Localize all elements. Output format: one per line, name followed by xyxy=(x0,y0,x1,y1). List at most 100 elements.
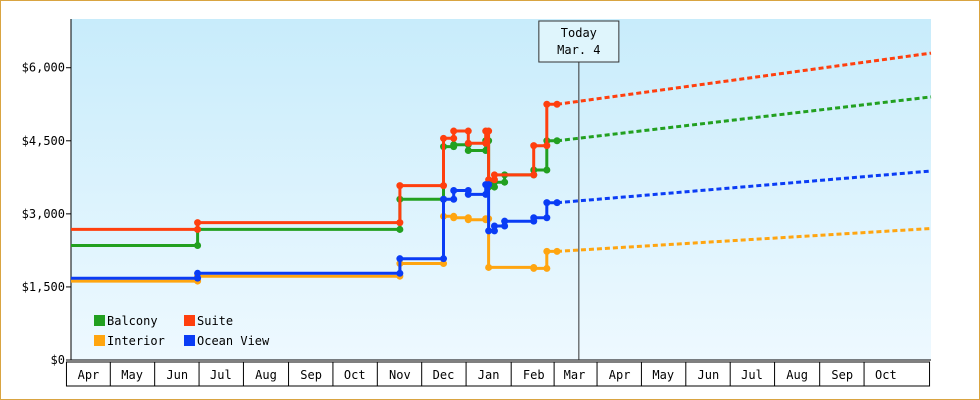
data-point xyxy=(543,142,551,150)
forecast-line xyxy=(556,227,932,253)
data-point xyxy=(194,274,202,282)
data-point xyxy=(485,227,493,235)
x-tick-label: Feb xyxy=(523,368,545,382)
x-tick-label: Aug xyxy=(255,368,277,382)
data-point xyxy=(450,134,458,142)
legend-swatch xyxy=(184,315,195,326)
x-tick-label: Jun xyxy=(698,368,720,382)
data-point xyxy=(450,141,458,149)
x-tick-label: Jan xyxy=(478,368,500,382)
data-point xyxy=(553,199,561,207)
y-tick-label: $3,000 xyxy=(22,207,65,221)
y-tick-label: $4,500 xyxy=(22,134,65,148)
legend-label: Suite xyxy=(197,314,233,328)
legend-label: Balcony xyxy=(107,314,158,328)
data-point xyxy=(450,127,458,135)
data-point xyxy=(450,186,458,194)
data-point xyxy=(543,264,551,272)
data-point xyxy=(485,263,493,271)
data-point xyxy=(194,242,202,250)
x-tick-label: Jul xyxy=(210,368,232,382)
data-point xyxy=(543,100,551,108)
x-tick-label: Aug xyxy=(786,368,808,382)
legend-label: Ocean View xyxy=(197,334,270,348)
data-point xyxy=(543,166,551,174)
data-point xyxy=(485,127,493,135)
x-tick-label: Sep xyxy=(300,368,322,382)
data-point xyxy=(501,178,509,186)
data-point xyxy=(464,127,472,135)
data-point xyxy=(501,217,509,225)
x-tick-label: Mar xyxy=(564,368,586,382)
data-point xyxy=(482,190,490,198)
data-point xyxy=(464,190,472,198)
data-point xyxy=(194,219,202,227)
series-line xyxy=(71,102,557,231)
x-tick-label: Apr xyxy=(609,368,631,382)
x-tick-label: Jun xyxy=(166,368,188,382)
data-point xyxy=(553,247,561,255)
legend-label: Interior xyxy=(107,334,165,348)
series-ocean-view xyxy=(71,169,932,282)
data-point xyxy=(501,222,509,230)
data-point xyxy=(530,214,538,222)
data-point xyxy=(450,195,458,203)
y-tick-label: $1,500 xyxy=(22,280,65,294)
data-point xyxy=(464,147,472,155)
legend-swatch xyxy=(184,335,195,346)
data-point xyxy=(396,219,404,227)
legend-swatch xyxy=(94,315,105,326)
data-point xyxy=(543,247,551,255)
data-point xyxy=(396,255,404,263)
data-point xyxy=(490,176,498,184)
x-tick-label: Nov xyxy=(389,368,411,382)
data-point xyxy=(396,182,404,190)
data-point xyxy=(396,225,404,233)
today-box xyxy=(538,20,620,63)
data-point xyxy=(440,260,448,268)
legend-swatch xyxy=(94,335,105,346)
data-point xyxy=(450,214,458,222)
data-point xyxy=(543,199,551,207)
data-point xyxy=(553,100,561,108)
data-point xyxy=(485,181,493,189)
x-tick-label: Oct xyxy=(875,368,897,382)
plot-background xyxy=(71,19,931,360)
data-point xyxy=(553,137,561,145)
data-point xyxy=(464,139,472,147)
forecast-line xyxy=(556,51,932,106)
data-point xyxy=(530,171,538,179)
data-point xyxy=(530,142,538,150)
data-point xyxy=(490,222,498,230)
data-point xyxy=(440,182,448,190)
month-band xyxy=(65,361,931,387)
forecast-line xyxy=(556,95,932,143)
today-date-label: Mar. 4 xyxy=(557,43,600,57)
x-tick-label: Jul xyxy=(741,368,763,382)
x-tick-label: Apr xyxy=(78,368,100,382)
data-point xyxy=(543,214,551,222)
data-point xyxy=(194,269,202,277)
data-point xyxy=(482,139,490,147)
data-point xyxy=(464,216,472,224)
data-point xyxy=(490,227,498,235)
x-tick-label: May xyxy=(652,368,674,382)
data-point xyxy=(490,183,498,191)
data-point xyxy=(490,171,498,179)
forecast-line xyxy=(556,169,932,205)
x-tick-label: Sep xyxy=(831,368,853,382)
data-point xyxy=(396,269,404,277)
today-label: Today xyxy=(561,26,597,40)
data-point xyxy=(440,255,448,263)
data-point xyxy=(440,134,448,142)
series-suite xyxy=(71,51,932,233)
data-point xyxy=(440,195,448,203)
x-tick-label: Dec xyxy=(433,368,455,382)
y-tick-label: $6,000 xyxy=(22,61,65,75)
data-point xyxy=(530,264,538,272)
data-point xyxy=(194,225,202,233)
x-tick-label: May xyxy=(121,368,143,382)
y-tick-label: $0 xyxy=(51,353,65,367)
